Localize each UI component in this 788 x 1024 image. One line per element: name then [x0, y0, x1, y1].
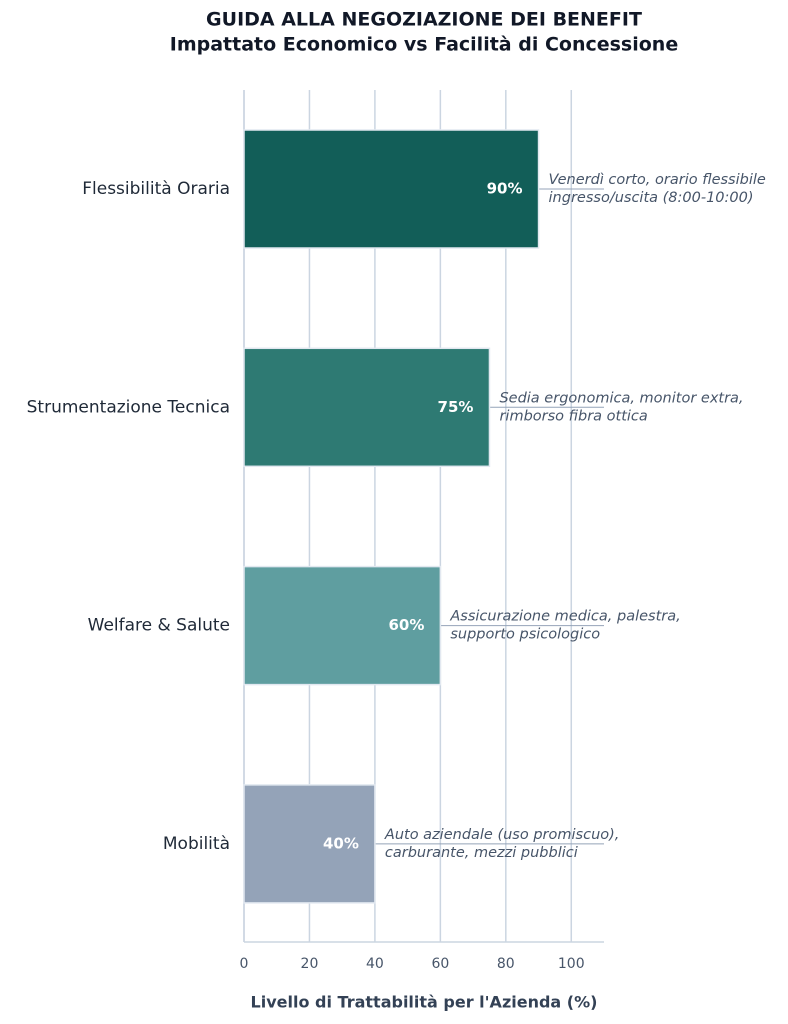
annotation: supporto psicologico — [450, 627, 600, 643]
annotation: Venerdì corto, orario flessibile — [549, 172, 766, 188]
bar — [243, 347, 491, 468]
x-tick-label: 20 — [301, 956, 319, 972]
bar — [243, 784, 376, 904]
value-label: 40% — [323, 834, 359, 852]
bar — [243, 129, 540, 249]
annotation: rimborso fibra ottica — [499, 408, 647, 424]
x-tick-label: 40 — [366, 956, 384, 972]
y-tick-label: Welfare & Salute — [88, 616, 230, 636]
value-label: 90% — [487, 180, 523, 198]
y-tick-label: Strumentazione Tecnica — [27, 397, 230, 417]
x-tick-label: 80 — [497, 956, 515, 972]
annotation: Sedia ergonomica, monitor extra, — [499, 390, 743, 406]
y-tick-label: Flessibilità Oraria — [82, 179, 230, 199]
x-tick-label: 0 — [240, 956, 249, 972]
x-tick-label: 60 — [431, 956, 449, 972]
annotation: Auto aziendale (uso promiscuo), — [384, 827, 619, 843]
bar — [243, 565, 442, 686]
chart-title: GUIDA ALLA NEGOZIAZIONE DEI BENEFIT — [206, 9, 642, 31]
value-label: 75% — [438, 398, 474, 416]
annotation: Assicurazione medica, palestra, — [449, 609, 680, 625]
x-axis-label: Livello di Trattabilità per l'Azienda (%… — [251, 993, 598, 1012]
annotation: carburante, mezzi pubblici — [385, 845, 578, 861]
annotation: ingresso/uscita (8:00-10:00) — [549, 190, 754, 206]
x-tick-label: 100 — [558, 956, 585, 972]
y-tick-label: Mobilità — [163, 834, 230, 854]
chart-subtitle: Impattato Economico vs Facilità di Conce… — [170, 34, 678, 56]
value-label: 60% — [388, 616, 424, 634]
